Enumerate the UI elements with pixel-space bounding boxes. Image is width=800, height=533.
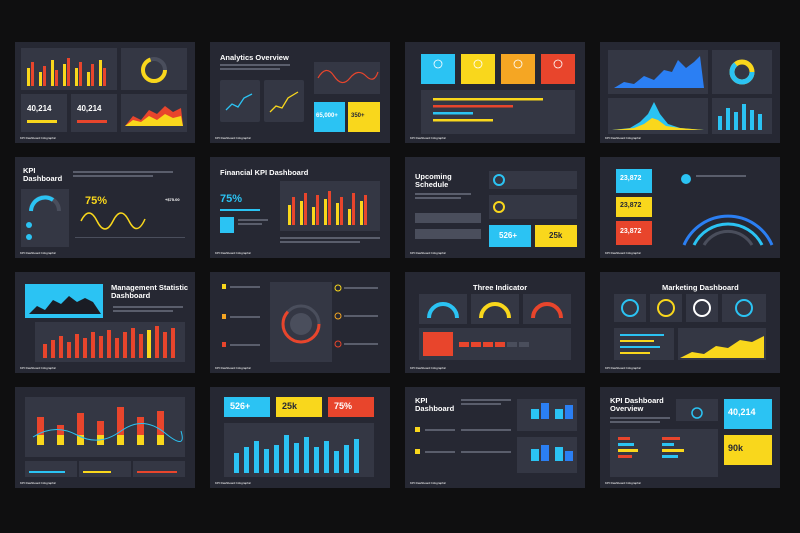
stat-value: 526+ [230, 401, 251, 411]
slide-footer: KPI Dashboard Infographic [20, 366, 57, 370]
slide-title: Marketing Dashboard [662, 283, 739, 292]
slide-footer: KPI Dashboard Infographic [410, 136, 447, 140]
percent-value: 75% [85, 195, 108, 207]
slide-title: Analytics Overview [220, 53, 289, 62]
slide-11-graphics [419, 294, 571, 360]
slide-thumbnail-10[interactable]: KPI Dashboard Infographic [210, 272, 390, 373]
slide-title: Dashboard [23, 174, 63, 183]
slide-thumbnail-8[interactable]: 23,872 23,872 23,872 KPI Dashboard Infog… [600, 157, 780, 258]
stat-value: 23,872 [620, 228, 642, 235]
slide-footer: KPI Dashboard Infographic [215, 366, 252, 370]
stat-value: 350+ [351, 113, 365, 119]
stat-value: 40,214 [728, 407, 756, 417]
slide-title: Three Indicator [473, 283, 528, 292]
slide-thumbnail-15[interactable]: KPI Dashboard KPI Dashboard Infographic [405, 387, 585, 488]
slide-thumbnail-2[interactable]: Analytics Overview 65,000+ 350+ KPI Dash… [210, 42, 390, 143]
slide-9-graphics [25, 284, 185, 362]
slide-footer: KPI Dashboard Infographic [215, 251, 252, 255]
slide-5-graphics [21, 171, 185, 247]
slide-3-graphics [421, 54, 575, 134]
slide-thumbnail-9[interactable]: Management Statistic Dashboard KPI Dashb… [15, 272, 195, 373]
slide-footer: KPI Dashboard Infographic [215, 481, 252, 485]
slide-footer: KPI Dashboard Infographic [410, 481, 447, 485]
slide-12-graphics [614, 294, 766, 360]
stat-value: 75% [334, 401, 353, 411]
slide-thumbnail-3[interactable]: KPI Dashboard Infographic [405, 42, 585, 143]
slide-title: KPI [23, 166, 36, 175]
slide-thumbnail-16[interactable]: KPI Dashboard Overview 40,214 90k KPI Da… [600, 387, 780, 488]
slide-thumbnail-6[interactable]: Financial KPI Dashboard 75% KPI Dashboar… [210, 157, 390, 258]
slide-14-graphics [224, 397, 374, 477]
slide-footer: KPI Dashboard Infographic [20, 136, 57, 140]
slide-thumbnail-12[interactable]: Marketing Dashboard KPI Dashboard Infogr… [600, 272, 780, 373]
slide-thumbnail-13[interactable]: KPI Dashboard Infographic [15, 387, 195, 488]
slide-footer: KPI Dashboard Infographic [605, 366, 642, 370]
slide-title: Dashboard [111, 291, 151, 300]
stat-value: 25k [282, 401, 298, 411]
stat-value: 40,214 [27, 104, 52, 113]
money-value: +$75.00 [165, 197, 180, 202]
slide-thumbnail-4[interactable]: KPI Dashboard Infographic [600, 42, 780, 143]
slide-title: Schedule [415, 180, 449, 189]
slide-title: Upcoming [415, 172, 452, 181]
slide-thumbnail-14[interactable]: 526+ 25k 75% KPI Dashboard Infographic [210, 387, 390, 488]
slide-4-graphics [608, 50, 772, 134]
slide-13-graphics [25, 397, 185, 477]
slide-title: KPI Dashboard [610, 396, 664, 405]
stat-value: 65,000+ [316, 113, 338, 119]
slide-title: Financial KPI Dashboard [220, 168, 309, 177]
slide-footer: KPI Dashboard Infographic [410, 366, 447, 370]
slide-footer: KPI Dashboard Infographic [605, 136, 642, 140]
stat-value: 90k [728, 443, 744, 453]
slide-1-graphics [21, 48, 187, 132]
slide-footer: KPI Dashboard Infographic [20, 481, 57, 485]
slide-thumbnail-5[interactable]: KPI Dashboard 75% +$75.00 KPI Dashboard … [15, 157, 195, 258]
slide-16-graphics [610, 399, 772, 477]
slide-footer: KPI Dashboard Infographic [605, 251, 642, 255]
slide-15-graphics [415, 399, 577, 473]
stat-value: 526+ [499, 231, 518, 240]
stat-value: 25k [549, 231, 563, 240]
slide-footer: KPI Dashboard Infographic [215, 136, 252, 140]
slide-thumbnail-1[interactable]: 40,214 40,214 KPI Dashboard Infographic [15, 42, 195, 143]
slide-footer: KPI Dashboard Infographic [20, 251, 57, 255]
slide-footer: KPI Dashboard Infographic [605, 481, 642, 485]
percent-value: 75% [220, 193, 243, 205]
slide-10-graphics [222, 282, 378, 362]
slide-title: Dashboard [415, 404, 455, 413]
slide-8-graphics [616, 169, 774, 246]
slide-6-graphics [220, 181, 380, 243]
slide-7-graphics [415, 171, 577, 247]
slide-footer: KPI Dashboard Infographic [410, 251, 447, 255]
slide-title: KPI [415, 396, 428, 405]
stat-value: 23,872 [620, 202, 642, 209]
slide-title: Management Statistic [111, 283, 189, 292]
slide-thumbnail-7[interactable]: Upcoming Schedule 526+ 25k KPI Dashboard… [405, 157, 585, 258]
slide-title: Overview [610, 404, 644, 413]
stat-value: 23,872 [620, 175, 642, 182]
slide-thumbnail-11[interactable]: Three Indicator KPI Dashboard Infographi… [405, 272, 585, 373]
slide-2-graphics [220, 62, 380, 132]
stat-value: 40,214 [77, 104, 102, 113]
